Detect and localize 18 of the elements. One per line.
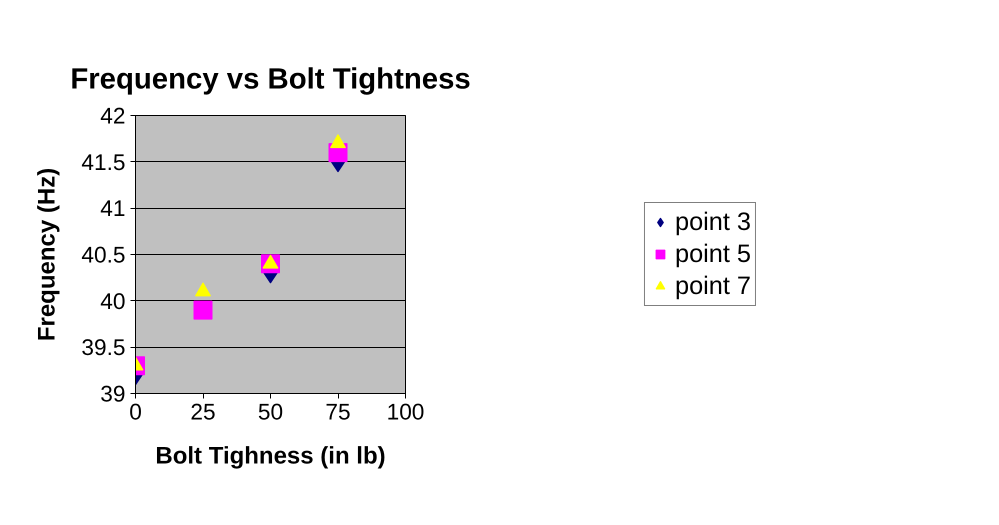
y-tick-label: 40.5 [81,242,126,268]
legend-label: point 7 [674,272,752,300]
x-tick-label: 100 [386,398,424,424]
x-tick-label: 75 [325,398,351,424]
x-axis-title: Bolt Tighness (in lb) [155,442,386,470]
y-tick-label: 41.5 [81,148,126,175]
chart-title: Frequency vs Bolt Tightness [70,62,471,96]
y-tick-label: 39.5 [81,334,126,360]
y-tick-label: 40 [100,288,126,314]
y-tick-label: 39 [100,380,126,406]
y-tick-label: 42 [100,102,126,128]
legend-label: point 3 [674,208,752,236]
x-tick-label: 0 [129,398,142,424]
x-tick-label: 25 [190,398,216,424]
legend-label: point 5 [674,240,752,268]
y-tick-label: 41 [100,195,126,222]
y-axis-title: Frequency (Hz) [33,168,60,342]
x-tick-label: 50 [258,398,284,424]
